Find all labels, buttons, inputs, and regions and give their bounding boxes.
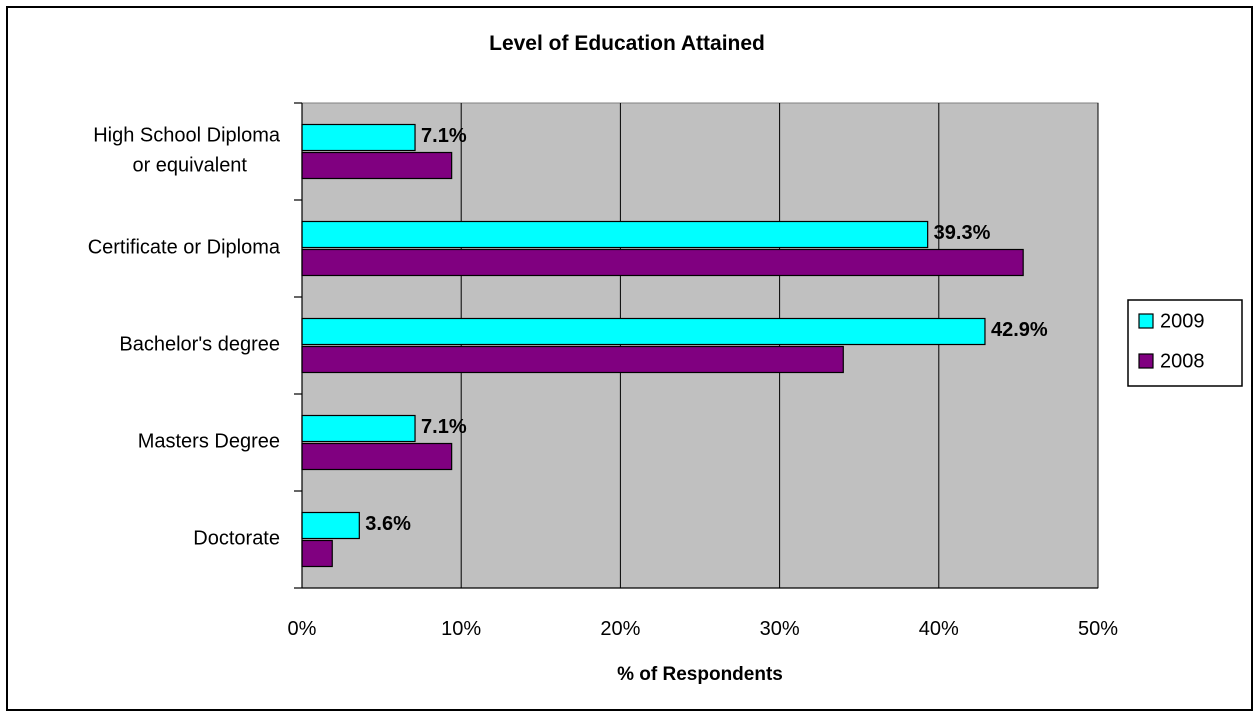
bar-2008 <box>301 442 453 471</box>
bar-2009 <box>301 220 929 249</box>
bar-2008 <box>301 248 1024 277</box>
x-tick-label: 0% <box>288 618 317 640</box>
data-label: 7.1% <box>421 125 467 147</box>
bar-2008 <box>301 151 453 180</box>
x-tick-label: 10% <box>441 618 481 640</box>
x-tick-label: 50% <box>1078 618 1118 640</box>
category-label: Certificate or Diploma <box>88 237 281 259</box>
data-label: 39.3% <box>934 222 991 244</box>
x-axis-title: % of Respondents <box>617 664 783 685</box>
category-label: High School Diploma or equivalent <box>93 125 281 177</box>
gridlines <box>460 103 1099 588</box>
category-label: Masters Degree <box>138 431 280 453</box>
bars <box>301 123 1024 568</box>
legend-label: 2009 <box>1160 310 1205 332</box>
data-label: 7.1% <box>421 416 467 438</box>
legend-label: 2008 <box>1160 350 1205 372</box>
bar-2008 <box>301 345 844 374</box>
bar-2009 <box>301 123 416 152</box>
x-tick-label: 30% <box>760 618 800 640</box>
category-label: Bachelor's degree <box>119 334 280 356</box>
category-labels: High School Diploma or equivalent Certific… <box>88 125 281 550</box>
plot-area <box>301 102 1099 589</box>
category-label: Doctorate <box>193 528 280 550</box>
bar-2009 <box>301 414 416 443</box>
legend-swatch-2009 <box>1138 313 1154 329</box>
data-label: 42.9% <box>991 319 1048 341</box>
bar-2009 <box>301 317 986 346</box>
legend: 2009 2008 <box>1127 299 1243 387</box>
data-label: 3.6% <box>365 513 411 535</box>
chart-title: Level of Education Attained <box>489 32 765 55</box>
x-tick-label: 20% <box>600 618 640 640</box>
tick-labels: 0% 10% 20% 30% 40% 50% <box>288 618 1119 640</box>
data-labels: 7.1% 39.3% 42.9% 7.1% 3.6% <box>365 125 1048 535</box>
legend-swatch-2008 <box>1138 353 1154 369</box>
axes <box>294 102 1098 589</box>
bar-2008 <box>301 539 333 568</box>
x-tick-label: 40% <box>919 618 959 640</box>
bar-2009 <box>301 511 360 540</box>
